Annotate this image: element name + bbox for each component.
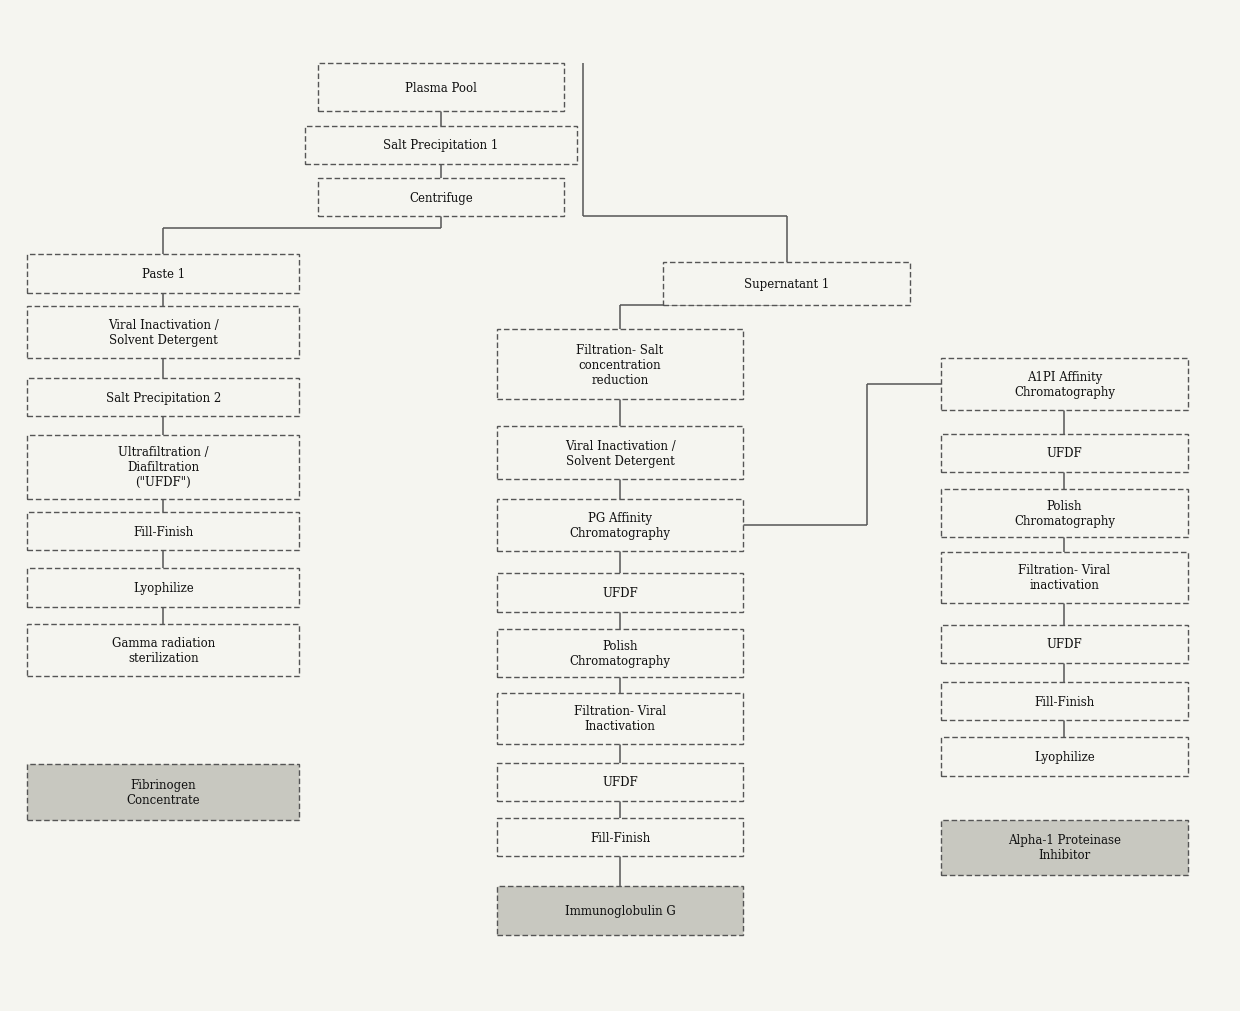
Text: Alpha-1 Proteinase
Inhibitor: Alpha-1 Proteinase Inhibitor bbox=[1008, 833, 1121, 861]
FancyBboxPatch shape bbox=[941, 625, 1188, 663]
Text: Ultrafiltration /
Diafiltration
("UFDF"): Ultrafiltration / Diafiltration ("UFDF") bbox=[118, 446, 208, 488]
FancyBboxPatch shape bbox=[496, 818, 744, 856]
Text: PG Affinity
Chromatography: PG Affinity Chromatography bbox=[569, 512, 671, 540]
FancyBboxPatch shape bbox=[496, 574, 744, 612]
FancyBboxPatch shape bbox=[27, 569, 299, 607]
Text: Plasma Pool: Plasma Pool bbox=[405, 82, 477, 95]
FancyBboxPatch shape bbox=[27, 764, 299, 820]
FancyBboxPatch shape bbox=[317, 179, 564, 217]
FancyBboxPatch shape bbox=[27, 379, 299, 417]
FancyBboxPatch shape bbox=[27, 435, 299, 499]
FancyBboxPatch shape bbox=[496, 330, 744, 400]
FancyBboxPatch shape bbox=[941, 820, 1188, 875]
FancyBboxPatch shape bbox=[27, 624, 299, 676]
FancyBboxPatch shape bbox=[305, 126, 577, 165]
FancyBboxPatch shape bbox=[496, 694, 744, 744]
Text: Filtration- Salt
concentration
reduction: Filtration- Salt concentration reduction bbox=[577, 344, 663, 386]
FancyBboxPatch shape bbox=[317, 64, 564, 112]
FancyBboxPatch shape bbox=[941, 359, 1188, 411]
Text: Fill-Finish: Fill-Finish bbox=[133, 525, 193, 538]
Text: Fibrinogen
Concentrate: Fibrinogen Concentrate bbox=[126, 778, 200, 806]
Text: UFDF: UFDF bbox=[1047, 447, 1083, 460]
FancyBboxPatch shape bbox=[27, 306, 299, 359]
FancyBboxPatch shape bbox=[496, 499, 744, 552]
FancyBboxPatch shape bbox=[496, 763, 744, 801]
FancyBboxPatch shape bbox=[941, 434, 1188, 472]
Text: A1PI Affinity
Chromatography: A1PI Affinity Chromatography bbox=[1014, 371, 1115, 398]
Text: Supernatant 1: Supernatant 1 bbox=[744, 278, 830, 291]
FancyBboxPatch shape bbox=[663, 263, 910, 305]
Text: Lyophilize: Lyophilize bbox=[1034, 750, 1095, 763]
FancyBboxPatch shape bbox=[496, 427, 744, 479]
Text: UFDF: UFDF bbox=[1047, 638, 1083, 651]
FancyBboxPatch shape bbox=[941, 553, 1188, 603]
Text: UFDF: UFDF bbox=[603, 586, 637, 600]
FancyBboxPatch shape bbox=[941, 682, 1188, 721]
Text: Gamma radiation
sterilization: Gamma radiation sterilization bbox=[112, 636, 215, 664]
FancyBboxPatch shape bbox=[27, 513, 299, 551]
Text: Filtration- Viral
Inactivation: Filtration- Viral Inactivation bbox=[574, 705, 666, 733]
Text: Filtration- Viral
inactivation: Filtration- Viral inactivation bbox=[1018, 564, 1111, 591]
Text: UFDF: UFDF bbox=[603, 775, 637, 789]
FancyBboxPatch shape bbox=[496, 629, 744, 677]
FancyBboxPatch shape bbox=[941, 738, 1188, 776]
Text: Fill-Finish: Fill-Finish bbox=[1034, 696, 1095, 708]
Text: Lyophilize: Lyophilize bbox=[133, 581, 193, 594]
Text: Salt Precipitation 2: Salt Precipitation 2 bbox=[105, 391, 221, 404]
Text: Salt Precipitation 1: Salt Precipitation 1 bbox=[383, 140, 498, 152]
Text: Viral Inactivation /
Solvent Detergent: Viral Inactivation / Solvent Detergent bbox=[564, 439, 676, 467]
Text: Paste 1: Paste 1 bbox=[141, 268, 185, 281]
FancyBboxPatch shape bbox=[496, 887, 744, 935]
Text: Polish
Chromatography: Polish Chromatography bbox=[1014, 499, 1115, 528]
FancyBboxPatch shape bbox=[27, 255, 299, 293]
Text: Fill-Finish: Fill-Finish bbox=[590, 831, 650, 844]
Text: Polish
Chromatography: Polish Chromatography bbox=[569, 639, 671, 667]
Text: Centrifuge: Centrifuge bbox=[409, 191, 472, 204]
Text: Viral Inactivation /
Solvent Detergent: Viral Inactivation / Solvent Detergent bbox=[108, 318, 218, 347]
FancyBboxPatch shape bbox=[941, 489, 1188, 538]
Text: Immunoglobulin G: Immunoglobulin G bbox=[564, 904, 676, 917]
